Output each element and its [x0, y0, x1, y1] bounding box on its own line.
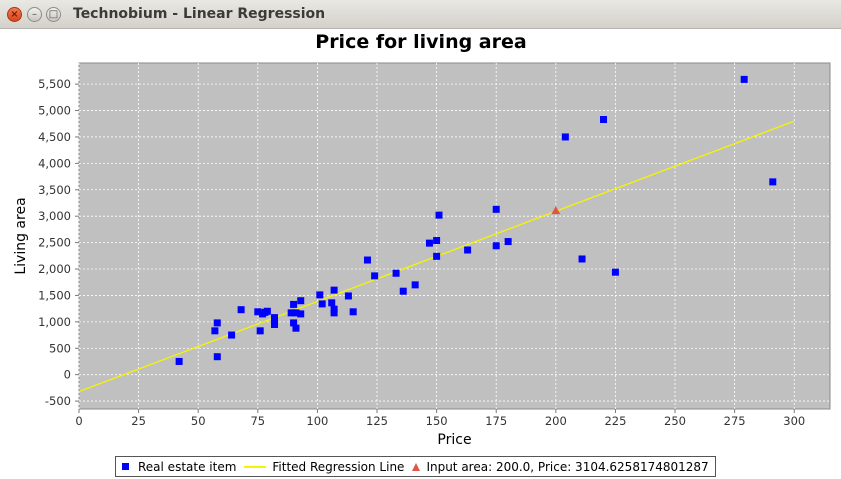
data-point: [769, 178, 777, 186]
x-tick-label: 300: [783, 414, 805, 428]
window-minimize-button[interactable]: –: [27, 7, 42, 22]
grid-lines: [78, 63, 830, 409]
data-point: [263, 307, 271, 315]
x-tick-label: 25: [131, 414, 146, 428]
legend-label-regression: Fitted Regression Line: [272, 459, 405, 474]
x-tick-label: 200: [545, 414, 567, 428]
data-point: [425, 239, 433, 247]
data-point: [363, 256, 371, 264]
line-marker-icon: [244, 465, 267, 468]
data-point: [175, 357, 183, 365]
window-close-button[interactable]: ×: [7, 7, 22, 22]
data-series: [78, 75, 795, 393]
scatter-chart: Price for living area -50005001,0001,500…: [13, 31, 831, 448]
y-tick-label: -500: [45, 394, 71, 408]
data-point: [330, 305, 338, 313]
data-point: [318, 300, 326, 308]
x-tick-label: 0: [75, 414, 82, 428]
data-point: [435, 211, 443, 219]
y-tick-label: 1,000: [38, 315, 71, 329]
triangle-marker-icon: [412, 462, 421, 471]
data-point: [292, 309, 300, 317]
y-tick-label: 3,000: [38, 209, 71, 223]
data-point: [392, 269, 400, 277]
data-point: [211, 327, 219, 335]
data-point: [328, 299, 336, 307]
data-point: [600, 116, 608, 124]
data-point: [504, 238, 512, 246]
data-point: [492, 205, 500, 213]
data-point: [297, 297, 305, 305]
y-tick-label: 4,500: [38, 130, 71, 144]
window-maximize-button[interactable]: □: [46, 7, 61, 22]
x-tick-label: 50: [191, 414, 206, 428]
data-point: [330, 309, 338, 317]
x-tick-label: 75: [250, 414, 265, 428]
data-point: [213, 319, 221, 327]
data-point: [611, 268, 619, 276]
y-tick-label: 2,500: [38, 236, 71, 250]
axes: -50005001,0001,5002,0002,5003,0003,5004,…: [38, 77, 805, 428]
data-point: [256, 327, 264, 335]
y-tick-label: 1,500: [38, 288, 71, 302]
data-point: [344, 292, 352, 300]
data-point: [740, 75, 748, 83]
x-tick-label: 250: [664, 414, 686, 428]
x-tick-label: 100: [306, 414, 328, 428]
data-point: [464, 246, 472, 254]
data-point: [254, 308, 262, 316]
y-tick-label: 4,000: [38, 156, 71, 170]
window-titlebar: × – □ Technobium - Linear Regression: [0, 0, 841, 29]
input-point-marker: [551, 206, 561, 215]
data-point: [371, 272, 379, 280]
data-point: [433, 252, 441, 260]
x-tick-label: 125: [366, 414, 388, 428]
data-point: [297, 310, 305, 318]
y-axis-label: Living area: [13, 197, 29, 274]
y-tick-label: 0: [64, 368, 71, 382]
data-point: [349, 308, 357, 316]
data-point: [228, 331, 236, 339]
data-point: [492, 242, 500, 250]
data-point: [578, 255, 586, 263]
y-tick-label: 2,000: [38, 262, 71, 276]
data-point: [561, 133, 569, 141]
legend-item-regression: Fitted Regression Line: [244, 460, 404, 474]
square-marker-icon: [122, 463, 129, 470]
data-point: [270, 314, 278, 322]
data-point: [290, 319, 298, 327]
data-point: [433, 236, 441, 244]
legend-item-input: Input area: 200.0, Price: 3104.625817480…: [412, 459, 709, 474]
data-point: [411, 281, 419, 289]
legend-item-points: Real estate item: [122, 460, 236, 474]
data-point: [290, 300, 298, 308]
chart-legend: Real estate item Fitted Regression Line …: [115, 456, 716, 477]
x-tick-label: 225: [604, 414, 626, 428]
window-title: Technobium - Linear Regression: [73, 6, 326, 22]
plot-area: [78, 62, 831, 410]
chart-title: Price for living area: [315, 31, 526, 53]
y-tick-label: 500: [49, 341, 71, 355]
y-tick-label: 3,500: [38, 183, 71, 197]
x-tick-label: 275: [724, 414, 746, 428]
data-point: [213, 353, 221, 361]
data-point: [270, 320, 278, 328]
data-point: [292, 324, 300, 332]
data-point: [330, 286, 338, 294]
legend-label-points: Real estate item: [138, 459, 237, 474]
y-tick-label: 5,500: [38, 77, 71, 91]
data-point: [316, 291, 324, 299]
data-point: [237, 306, 245, 314]
x-tick-label: 175: [485, 414, 507, 428]
x-tick-label: 150: [426, 414, 448, 428]
y-tick-label: 5,000: [38, 104, 71, 118]
x-axis-label: Price: [437, 432, 471, 448]
legend-label-input: Input area: 200.0, Price: 3104.625817480…: [426, 459, 709, 474]
data-point: [287, 309, 295, 317]
data-point: [399, 287, 407, 295]
